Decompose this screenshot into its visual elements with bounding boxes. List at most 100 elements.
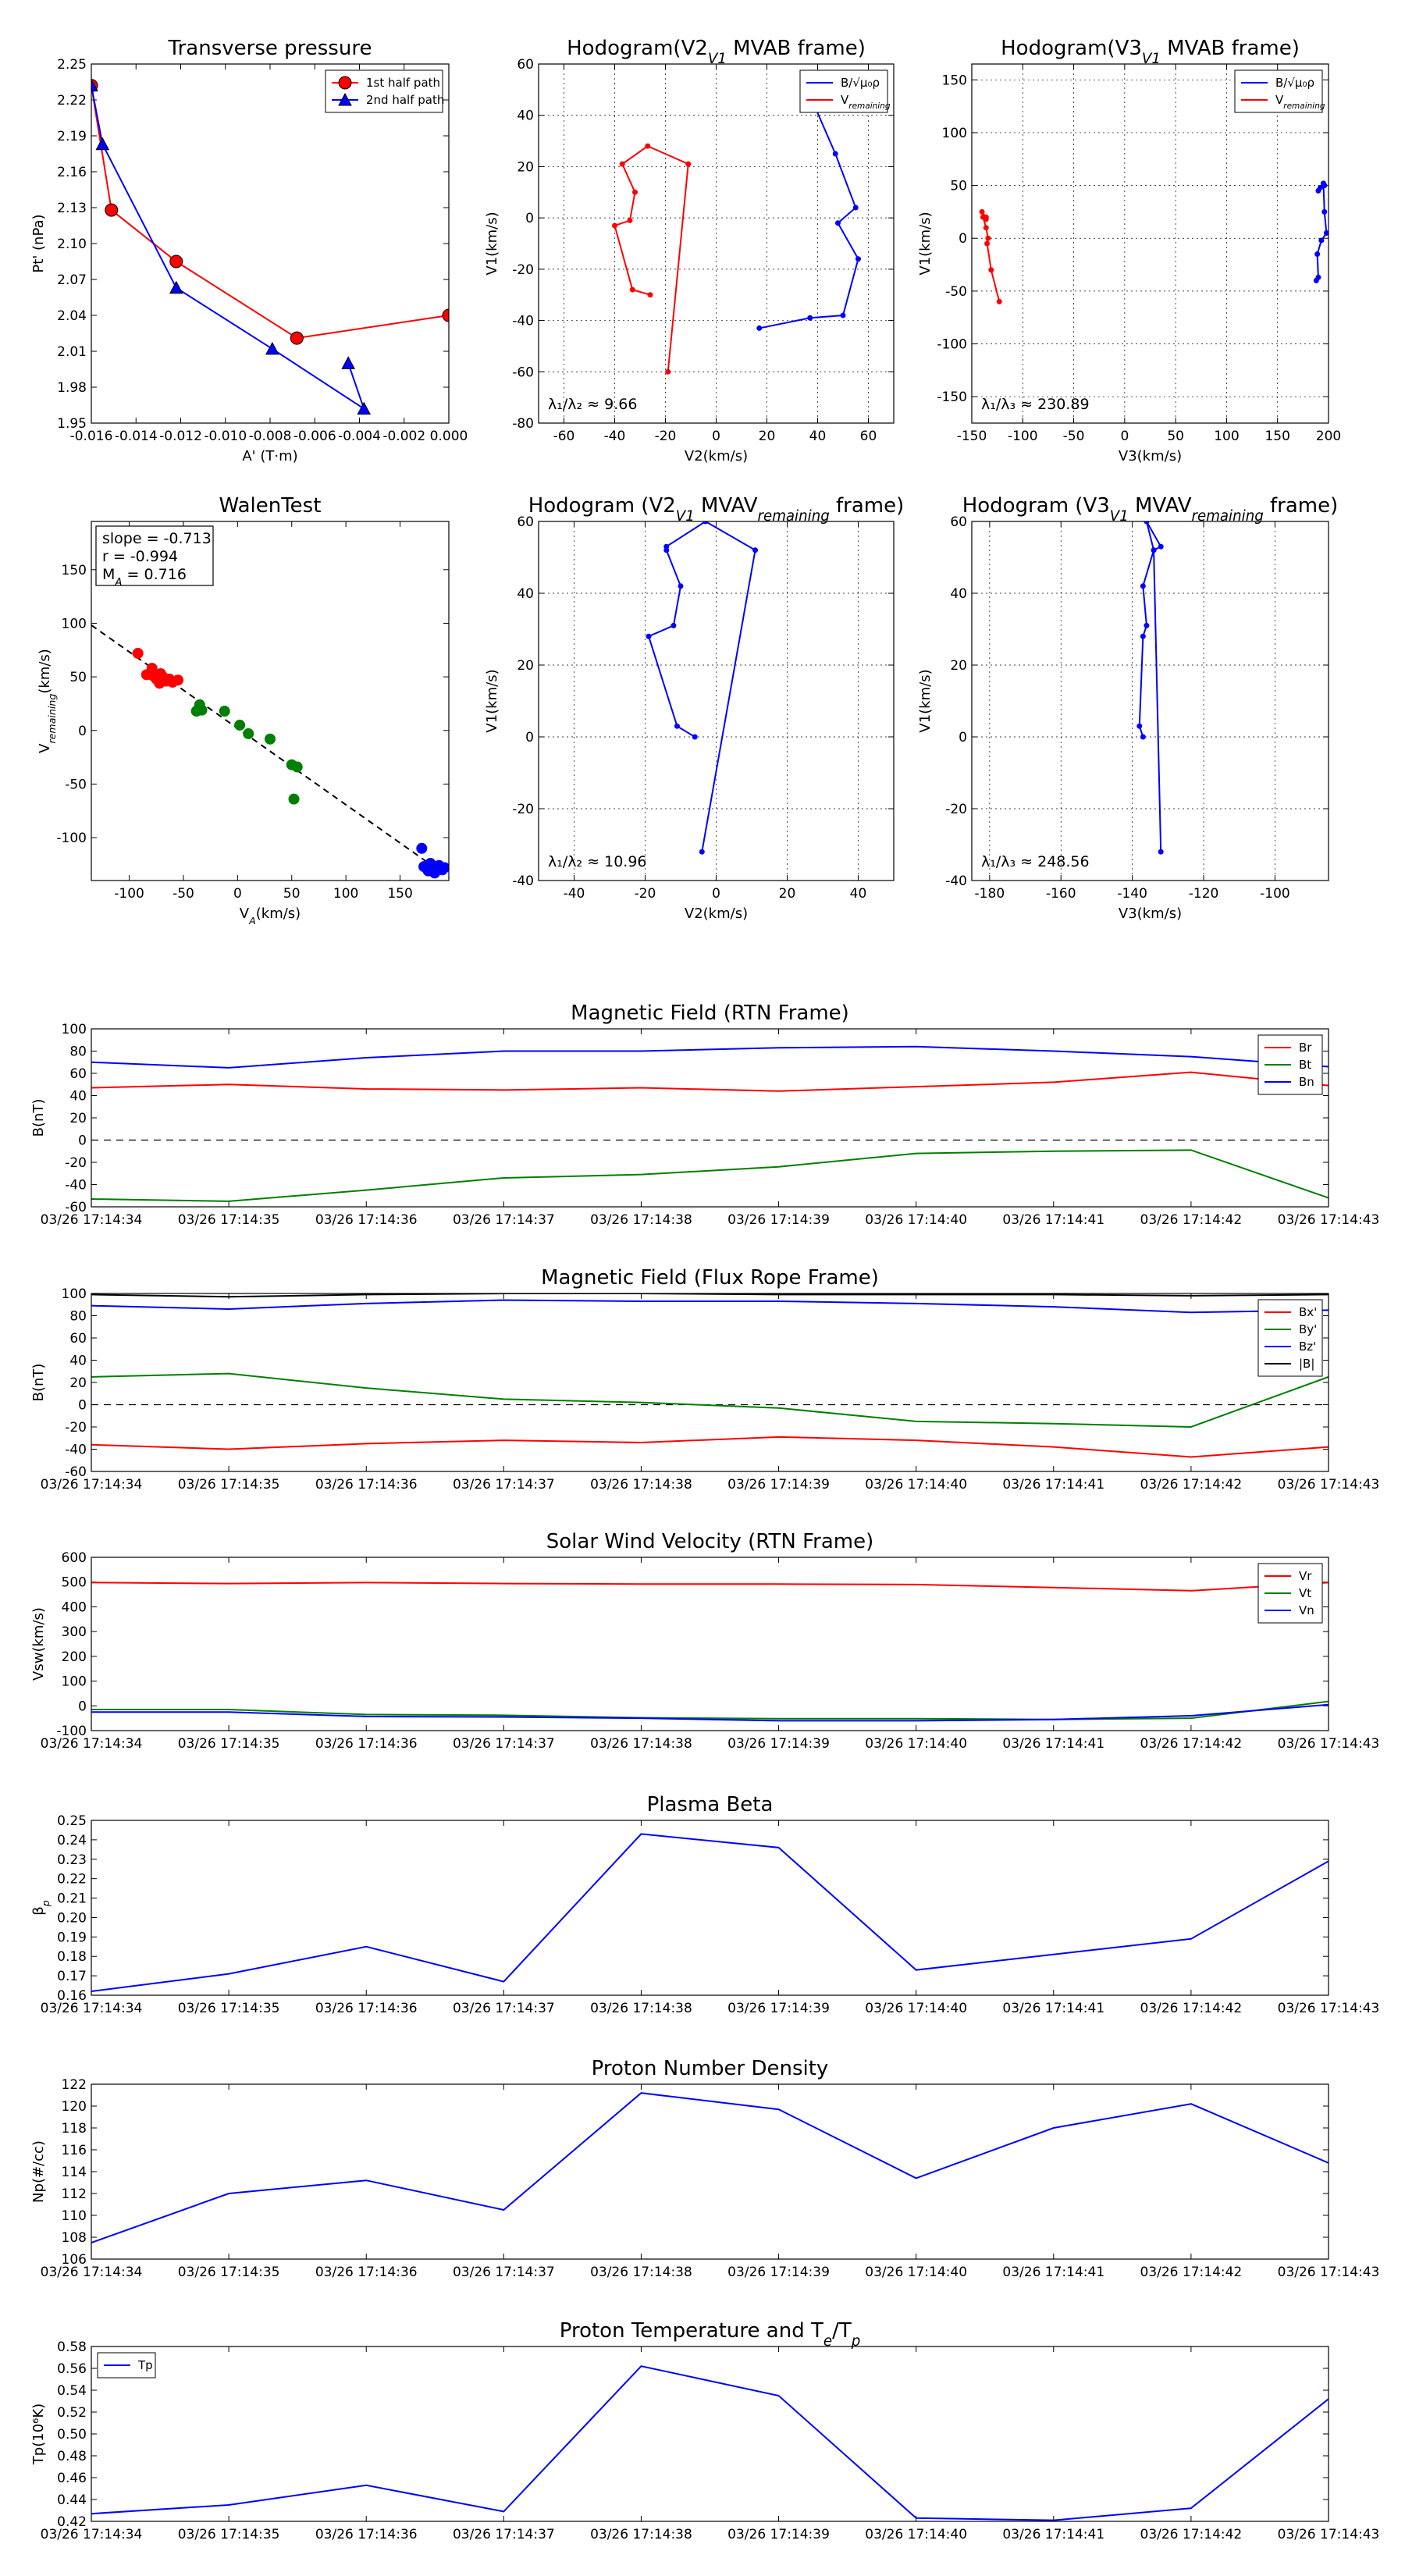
sw-time-label: 03/26 17:14:39	[727, 1736, 830, 1752]
np-ytick-label: 120	[62, 2099, 87, 2115]
mag_fr-ytick-label: -60	[65, 1464, 87, 1480]
h1-data-point	[632, 189, 638, 195]
tp-data-point	[91, 78, 98, 92]
mag_rtn-series-line	[91, 1045, 1329, 1069]
h3-xlabel: V2(km/s)	[685, 906, 748, 922]
h2-legend-label: B/√μ₀ρ	[1275, 76, 1314, 90]
tp-ytick-label: 2.04	[57, 308, 87, 324]
tp-ytick-label: 2.16	[57, 165, 87, 180]
h1-data-point	[629, 286, 635, 293]
beta-ytick-label: 0.25	[57, 1813, 87, 1829]
mag_fr-ytick-label: 40	[69, 1354, 87, 1369]
h2-series-line	[981, 211, 1001, 302]
beta-ytick-label: 0.16	[57, 1988, 87, 2004]
walen-fit-line	[91, 624, 449, 878]
h1-panel: Hodogram(V2V1 MVAB frame) -60 -40 -20 0 20 40 6…	[484, 37, 895, 464]
mag_rtn-legend-label: Br	[1299, 1041, 1312, 1055]
np-time-label: 03/26 17:14:42	[1140, 2265, 1243, 2280]
sw-series-line	[91, 1700, 1329, 1720]
sw-legend: Vr Vt Vn	[1257, 1563, 1323, 1624]
mag_rtn-ytick-label: 80	[69, 1044, 87, 1060]
h2-xlabel: V3(km/s)	[1119, 448, 1182, 464]
walen-data-point	[422, 865, 434, 877]
h4-ytick-label: -40	[945, 873, 967, 889]
h1-xtick-label: 40	[809, 429, 827, 444]
h1-legend-label: Vremaining	[841, 93, 891, 111]
tpr-time-label: 03/26 17:14:41	[1002, 2527, 1104, 2542]
h4-eigen-ratio: λ₁/λ₃ ≈ 248.56	[981, 853, 1090, 870]
sw-panel: Solar Wind Velocity (RTN Frame) 03/26 17:…	[30, 1530, 1379, 1752]
h3-xtick-label: -20	[635, 886, 656, 902]
h2-xtick-label: 200	[1316, 429, 1341, 444]
h2-data-point	[1323, 229, 1329, 236]
h3-series-line	[647, 521, 756, 852]
sw-title: Solar Wind Velocity (RTN Frame)	[546, 1530, 873, 1553]
beta-ytick-label: 0.22	[57, 1872, 87, 1888]
tpr-ytick-label: 0.46	[57, 2471, 87, 2486]
tp-legend-label: 2nd half path	[366, 93, 444, 107]
mag_rtn-ytick-label: 0	[78, 1133, 87, 1149]
beta-ytick-label: 0.17	[57, 1969, 87, 1984]
np-time-label: 03/26 17:14:43	[1278, 2265, 1380, 2280]
h2-data-point	[983, 225, 989, 231]
h1-title: Hodogram(V2V1 MVAB frame)	[567, 37, 866, 67]
tp-data-point	[357, 401, 372, 415]
tp-xtick-label: -0.016	[70, 429, 113, 444]
h3-data-point	[670, 622, 677, 628]
tp-ytick-label: 2.19	[57, 129, 87, 144]
h4-ylabel: V1(km/s)	[917, 669, 934, 732]
tp-title: Transverse pressure	[168, 37, 372, 60]
sw-time-label: 03/26 17:14:36	[315, 1736, 418, 1752]
h2-ytick-label: 150	[942, 73, 967, 88]
walen-stat-line: slope = -0.713	[102, 530, 212, 547]
walen-ytick-label: 0	[78, 724, 87, 739]
sw-ytick-label: 400	[62, 1599, 87, 1615]
mag_fr-ytick-label: -20	[65, 1420, 87, 1436]
walen-data-point	[132, 647, 144, 659]
walen-data-point	[291, 761, 303, 773]
tp-xtick-label: 0.000	[430, 429, 468, 444]
h4-xtick-label: -140	[1117, 886, 1147, 902]
h3-data-point	[702, 521, 709, 525]
mag_fr-time-label: 03/26 17:14:42	[1140, 1477, 1243, 1493]
mag_rtn-series-line	[91, 1071, 1329, 1092]
walen-data-point	[234, 719, 246, 731]
h1-xtick-label: 20	[759, 429, 776, 444]
h2-data-point	[1315, 274, 1321, 280]
mag_rtn-ylabel: B(nT)	[30, 1099, 47, 1137]
mag_fr-legend-label: Bx'	[1299, 1305, 1317, 1319]
tpr-series-line	[91, 2365, 1329, 2521]
beta-ytick-label: 0.23	[57, 1852, 87, 1868]
sw-ytick-label: 0	[78, 1699, 87, 1714]
h1-xtick-label: -20	[655, 429, 677, 444]
h2-legend: B/√μ₀ρ Vremaining	[1234, 69, 1325, 113]
tpr-time-label: 03/26 17:14:34	[41, 2527, 143, 2542]
mag_rtn-ytick-label: -20	[65, 1155, 87, 1171]
np-ytick-label: 116	[62, 2143, 87, 2158]
tp-legend-label: 1st half path	[366, 76, 440, 90]
h1-data-point	[685, 161, 692, 167]
mag_fr-ytick-label: 60	[69, 1331, 87, 1347]
h3-data-point	[646, 633, 652, 639]
tp-ytick-label: 1.95	[57, 416, 87, 432]
sw-ytick-label: 600	[62, 1550, 87, 1566]
tp-xtick-label: -0.012	[159, 429, 202, 444]
tpr-panel: Proton Temperature and Te/Tp 03/26 17:14:…	[30, 2319, 1379, 2542]
sw-legend-label: Vt	[1299, 1586, 1311, 1600]
mag_rtn-time-label: 03/26 17:14:42	[1140, 1212, 1243, 1228]
h4-data-point	[1144, 622, 1150, 628]
h4-xtick-label: -120	[1189, 886, 1219, 902]
mag_rtn-time-label: 03/26 17:14:40	[865, 1212, 967, 1228]
h2-ytick-label: 100	[942, 126, 967, 141]
h1-data-point	[756, 325, 763, 331]
h2-xtick-label: 50	[1167, 429, 1184, 444]
beta-time-label: 03/26 17:14:35	[178, 2001, 280, 2016]
h3-xtick-label: 0	[712, 886, 720, 902]
tp-ytick-label: 2.07	[57, 272, 87, 288]
walen-ylabel: Vremaining(km/s)	[37, 649, 58, 753]
beta-ytick-label: 0.20	[57, 1910, 87, 1926]
mag_fr-ytick-label: 100	[62, 1286, 87, 1302]
h2-xtick-label: 150	[1264, 429, 1289, 444]
sw-time-label: 03/26 17:14:40	[865, 1736, 967, 1752]
h4-ytick-label: 60	[950, 514, 967, 530]
